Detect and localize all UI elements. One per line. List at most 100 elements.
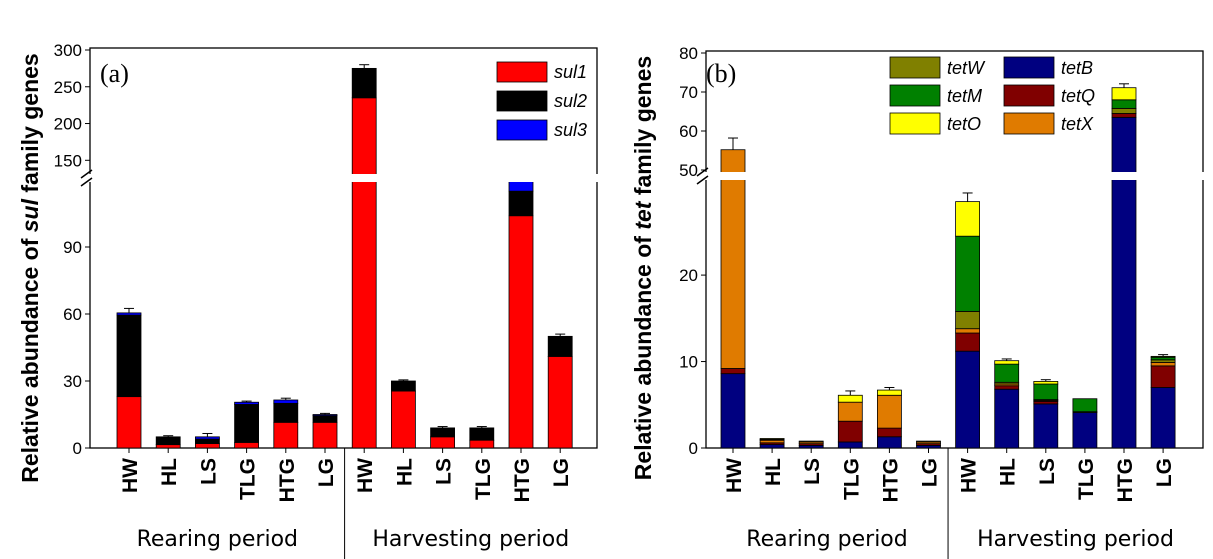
- bar-sul1-11: [508, 215, 534, 449]
- bar-tetX-7: [955, 328, 980, 334]
- y-tick-label: 90: [63, 238, 82, 257]
- bar-sul1-12: [547, 356, 573, 449]
- category-label: TLG: [840, 458, 863, 500]
- group-label: Rearing period: [137, 527, 298, 552]
- y-tick-label: 0: [689, 439, 698, 458]
- bar-tetM-10: [1072, 398, 1098, 413]
- y-axis-label-gene: tet: [630, 200, 656, 229]
- panel-label: (b): [706, 59, 736, 88]
- y-axis-label-gene: sul: [17, 198, 43, 232]
- bar-sul1-1: [116, 396, 142, 449]
- legend-swatch-sul1: [496, 61, 548, 83]
- bar-sul2-2: [155, 436, 181, 446]
- bar-tetO-6: [916, 440, 941, 443]
- axis-break-band: [694, 172, 1213, 180]
- y-tick-label: 0: [73, 439, 82, 458]
- bar-sul2-4: [234, 404, 260, 443]
- category-label: HL: [393, 458, 416, 486]
- plot-frame-a: [89, 47, 598, 449]
- y-tick-label: 70: [679, 83, 698, 102]
- legend-label-tetX: tetX: [1061, 114, 1094, 134]
- y-tick-label: 80: [679, 44, 698, 63]
- bar-sul2-10: [469, 427, 495, 441]
- category-label: HW: [958, 458, 981, 493]
- bar-sul1-3: [194, 443, 220, 449]
- bar-tetB-12: [1150, 387, 1176, 449]
- bar-tetQ-5: [877, 427, 902, 438]
- bar-sul1-6: [312, 421, 338, 449]
- bar-tetB-7: [955, 350, 980, 449]
- bar-tetM-11: [1111, 99, 1137, 109]
- bar-sul1-2: [155, 444, 181, 449]
- bar-sul3-5: [273, 399, 299, 404]
- bar-tetQ-12: [1150, 365, 1176, 388]
- bar-tetO-8: [994, 360, 1020, 365]
- bar-sul3-4: [234, 401, 260, 405]
- bar-sul2-1: [116, 314, 142, 398]
- bar-tetW-7: [955, 311, 980, 330]
- bar-sul3-6: [312, 414, 338, 417]
- legend-swatch-tetQ: [1003, 84, 1055, 107]
- bar-tetQ-11: [1111, 113, 1137, 118]
- bar-tetM-8: [994, 363, 1020, 383]
- y-axis-label-prefix: Relative abundance of: [630, 230, 656, 481]
- bar-tetQ-1: [720, 368, 746, 375]
- category-label: HL: [997, 458, 1020, 486]
- legend-label-tetM: tetM: [947, 86, 982, 106]
- bar-tetB-10: [1072, 412, 1098, 449]
- category-label: TLG: [1075, 458, 1098, 500]
- panel-b: HW HL LS TLG HTG LG HW HL LS TLG HTG LG 0 10 20 50 60 70 8…: [630, 44, 1213, 559]
- legend-label-sul3: sul3: [554, 120, 587, 140]
- bar-sul1-5: [273, 421, 299, 449]
- panel-label: (a): [100, 59, 129, 88]
- legend-swatch-tetO: [889, 112, 941, 135]
- legend-swatch-tetM: [889, 84, 941, 107]
- bar-sul2-7: [351, 67, 377, 99]
- legend-swatch-tetX: [1003, 112, 1055, 135]
- category-label: HW: [119, 458, 142, 493]
- y-tick-label: 300: [54, 41, 82, 60]
- bar-sul3-1: [116, 312, 142, 316]
- bar-tetB-11: [1111, 116, 1137, 449]
- group-label: Harvesting period: [977, 527, 1174, 552]
- y-tick-label: 250: [54, 78, 82, 97]
- bar-sul3-3: [194, 436, 220, 440]
- bar-tetO-7: [955, 201, 980, 237]
- bar-sul2-3: [194, 438, 220, 444]
- bar-sul1-9: [430, 436, 456, 449]
- category-label: LS: [801, 458, 824, 485]
- bar-tetB-9: [1033, 403, 1059, 449]
- bar-tetQ-8: [994, 385, 1020, 390]
- bar-sul2-12: [547, 335, 573, 357]
- category-label: HTG: [879, 458, 902, 502]
- axis-break-mark: [80, 177, 93, 187]
- bar-sul2-6: [312, 415, 338, 423]
- category-label: HTG: [511, 458, 534, 502]
- category-label: HL: [762, 458, 785, 486]
- legend-label-sul1: sul1: [554, 62, 587, 82]
- bar-tetO-9: [1033, 381, 1059, 385]
- category-label: TLG: [237, 458, 260, 500]
- category-label: LG: [1153, 458, 1176, 487]
- legend-label-sul2: sul2: [554, 91, 587, 111]
- y-axis-label-prefix: Relative abundance of: [17, 232, 43, 483]
- category-label: LS: [1036, 458, 1059, 485]
- category-label: LG: [919, 458, 942, 487]
- category-label: HW: [354, 458, 377, 493]
- axis-break-band: [78, 174, 609, 182]
- category-label: LG: [315, 458, 338, 487]
- legend-label-tetW: tetW: [947, 58, 986, 78]
- bar-tetO-4: [837, 394, 863, 403]
- bar-tetQ-4: [837, 420, 863, 443]
- y-tick-label: 200: [54, 115, 82, 134]
- axis-break-mark: [696, 167, 709, 177]
- bar-tetX-4: [837, 401, 863, 422]
- y-axis-label: Relative abundance of tet family genes: [630, 56, 656, 480]
- legend-label-tetO: tetO: [947, 114, 981, 134]
- bar-sul1-4: [234, 442, 260, 449]
- bar-tetO-11: [1111, 87, 1137, 101]
- category-label: TLG: [472, 458, 495, 500]
- bar-tetW-11: [1111, 107, 1137, 114]
- bar-tetO-3: [798, 440, 824, 443]
